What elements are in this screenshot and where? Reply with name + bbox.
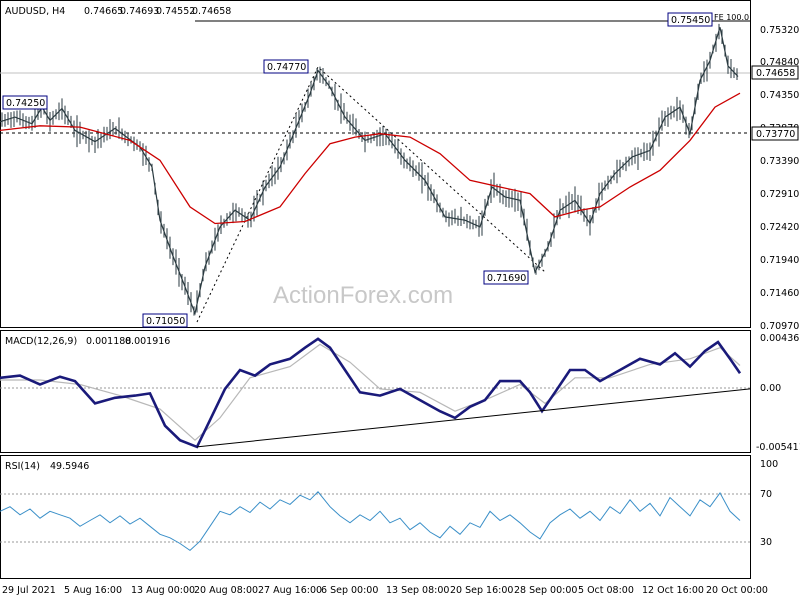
macd-tick: 0.004367 (760, 333, 800, 344)
price-tick: 0.74840 (760, 57, 799, 68)
svg-text:0.75450: 0.75450 (671, 15, 710, 26)
svg-text:0.74770: 0.74770 (267, 62, 306, 73)
svg-text:0.74658: 0.74658 (756, 68, 795, 79)
svg-text:0.74250: 0.74250 (6, 98, 45, 109)
time-tick: 20 Aug 08:00 (194, 585, 258, 596)
price-tick: 0.71940 (760, 255, 799, 266)
label-0.71690: 0.71690 (483, 270, 529, 285)
time-tick: 28 Sep 00:00 (514, 585, 577, 596)
rsi-tick: 30 (760, 537, 772, 548)
label-0.71050: 0.71050 (142, 313, 188, 328)
macd-value: 0.001188 (86, 336, 131, 347)
macd-signal-line (0, 343, 741, 442)
watermark: ActionForex.com (273, 282, 453, 309)
macd-line (0, 337, 742, 449)
price-tick: 0.74350 (760, 90, 799, 101)
label-0.74770: 0.74770 (263, 59, 309, 74)
level-price-tag: 0.73770 (751, 126, 799, 141)
time-tick: 12 Oct 16:00 (642, 585, 704, 596)
time-tick: 5 Oct 08:00 (578, 585, 634, 596)
ohlc-low: 0.74552 (156, 6, 195, 17)
label-0.75450: 0.75450 (667, 12, 713, 27)
price-tick: 0.71460 (760, 288, 799, 299)
time-tick: 27 Aug 16:00 (258, 585, 322, 596)
time-axis: 29 Jul 2021 5 Aug 16:00 13 Aug 00:00 20 … (2, 585, 768, 596)
price-tick: 0.72420 (760, 222, 799, 233)
label-0.74250: 0.74250 (2, 95, 48, 110)
svg-text:0.71050: 0.71050 (146, 316, 185, 327)
current-price-tag: 0.74658 (751, 65, 799, 80)
price-tick: 0.73390 (760, 156, 799, 167)
macd-trendline (196, 388, 751, 448)
macd-panel-frame (0, 330, 751, 453)
rsi-tick: 70 (760, 489, 772, 500)
time-tick: 20 Oct 00:00 (706, 585, 768, 596)
rsi-line (0, 491, 741, 552)
rsi-tick: 100 (760, 459, 778, 470)
macd-title: MACD(12,26,9) (5, 336, 77, 347)
rsi-panel-frame (0, 455, 751, 579)
ohlc-close: 0.74658 (192, 6, 231, 17)
rsi-title: RSI(14) (5, 461, 40, 472)
price-tick: 0.75320 (760, 25, 799, 36)
fe-label: FE 100.0 (714, 13, 749, 22)
macd-panel: MACD(12,26,9) 0.001188 0.001916 0.004367… (0, 330, 800, 453)
moving-average-line (0, 92, 741, 225)
price-tick: 0.70970 (760, 321, 799, 332)
ohlc-high: 0.74693 (120, 6, 159, 17)
svg-text:0.71690: 0.71690 (487, 273, 526, 284)
time-tick: 20 Sep 16:00 (450, 585, 513, 596)
macd-tick: -0.005411 (756, 442, 800, 453)
macd-signal-value: 0.001916 (125, 336, 170, 347)
time-tick: 5 Aug 16:00 (64, 585, 122, 596)
time-tick: 29 Jul 2021 (2, 585, 56, 596)
price-tick: 0.72910 (760, 189, 799, 200)
time-tick: 13 Aug 00:00 (131, 585, 195, 596)
rsi-value: 49.5946 (50, 461, 89, 472)
rsi-panel: RSI(14) 49.5946 100 70 30 (0, 455, 778, 579)
swing-zigzag (196, 66, 546, 323)
ohlc-open: 0.74665 (84, 6, 123, 17)
time-tick: 6 Sep 00:00 (321, 585, 378, 596)
price-title: AUDUSD, H4 (5, 6, 65, 17)
time-tick: 13 Sep 08:00 (386, 585, 449, 596)
macd-tick: 0.00 (760, 383, 781, 394)
svg-text:0.73770: 0.73770 (756, 129, 795, 140)
price-panel: AUDUSD, H4 0.74665 0.74693 0.74552 0.746… (0, 0, 799, 332)
